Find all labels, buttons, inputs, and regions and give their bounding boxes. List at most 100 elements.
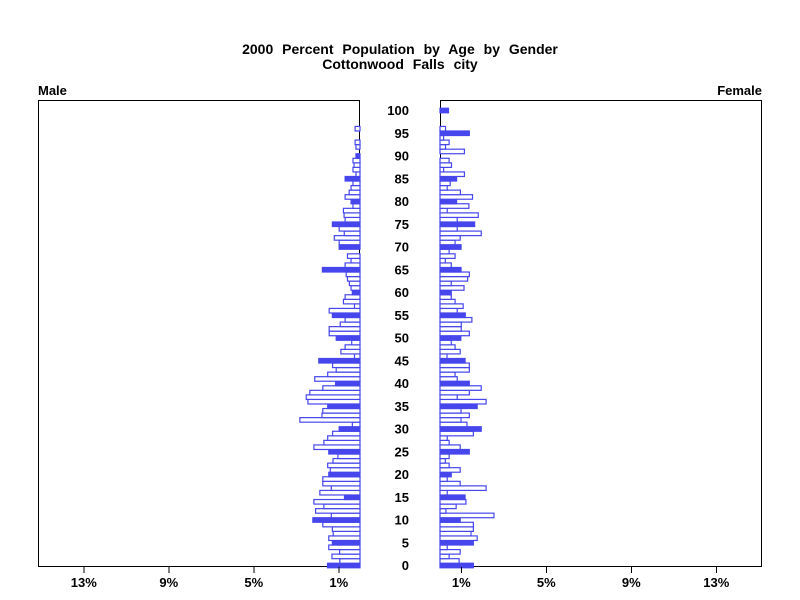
age-tick-label-50: 50 [395,331,409,346]
bar-male-age-16 [319,489,361,496]
bar-male-age-6 [328,535,361,542]
bar-female-age-2 [439,553,450,560]
bar-male-age-42 [327,371,361,378]
bar-female-age-79 [439,203,470,209]
bar-male-age-1 [339,558,361,564]
bar-female-age-29 [439,430,474,437]
bar-female-age-12 [439,508,447,514]
bar-female-age-65 [439,266,462,273]
bar-female-age-68 [439,253,456,259]
bar-female-age-84 [439,180,451,187]
bar-female-age-67 [439,257,446,264]
female-plot-box [440,100,762,567]
bar-male-age-3 [339,548,361,555]
bar-male-age-8 [331,526,361,532]
bar-male-age-50 [335,335,361,341]
bar-male-age-37 [305,394,361,401]
bar-female-age-52 [439,326,462,332]
bar-male-age-51 [328,330,361,337]
bar-male-age-54 [344,316,361,323]
bar-female-age-4 [439,544,448,551]
bar-male-age-10 [312,517,361,523]
bar-female-age-46 [439,353,448,360]
bar-female-age-47 [439,348,461,355]
bar-male-age-86 [355,171,361,178]
age-tick-label-20: 20 [395,467,409,482]
bar-female-age-57 [439,303,464,310]
bar-female-age-55 [439,312,466,319]
bar-male-age-61 [350,285,361,291]
bar-male-age-83 [350,184,361,191]
bar-male-age-90 [355,153,361,159]
bar-male-age-92 [355,144,361,150]
bar-male-age-7 [332,530,361,537]
bar-male-age-22 [327,462,361,469]
bar-female-age-18 [439,480,461,487]
bar-male-age-36 [307,398,361,405]
bar-female-age-73 [439,230,482,237]
bar-male-age-0 [326,562,361,569]
bar-male-age-4 [328,544,361,551]
age-tick-label-95: 95 [395,126,409,141]
bar-female-age-75 [439,221,476,228]
bar-female-age-5 [439,539,474,546]
bar-female-age-50 [439,335,462,341]
bar-male-age-88 [353,162,361,168]
bar-male-age-12 [314,508,361,514]
bar-female-age-85 [439,175,458,182]
bar-female-age-36 [439,398,487,405]
bar-female-age-91 [439,148,466,155]
bar-female-age-20 [439,471,452,478]
age-tick-label-45: 45 [395,353,409,368]
bar-male-age-48 [344,344,361,350]
bar-female-age-34 [439,407,462,414]
bar-male-age-53 [339,321,361,328]
bar-female-age-63 [439,275,469,282]
bar-male-age-55 [331,312,361,319]
bar-female-age-31 [439,421,468,428]
bar-male-age-34 [322,407,361,414]
age-tick-label-25: 25 [395,444,409,459]
bar-female-age-10 [439,517,461,523]
bar-female-age-96 [439,125,447,132]
bar-female-age-72 [439,235,461,241]
bar-male-age-79 [352,203,361,209]
bar-female-age-66 [439,262,452,269]
age-tick-label-75: 75 [395,217,409,232]
bar-female-age-93 [439,139,450,146]
bar-female-age-82 [439,189,461,196]
bar-female-age-17 [439,485,487,492]
bar-female-age-11 [439,512,495,519]
age-tick-label-65: 65 [395,262,409,277]
bar-male-age-77 [343,212,361,219]
age-tick-label-90: 90 [395,149,409,164]
bar-male-age-20 [328,471,361,478]
bar-female-age-16 [439,489,448,496]
bar-male-age-45 [318,357,361,364]
bar-female-age-76 [439,216,458,223]
bar-female-age-81 [439,194,474,200]
bar-male-age-11 [330,512,361,519]
age-tick-label-80: 80 [395,194,409,209]
bar-male-age-17 [330,485,361,492]
bar-female-age-49 [439,339,452,346]
bar-female-age-25 [439,448,470,455]
bar-female-age-40 [439,380,470,387]
bar-male-age-21 [329,467,361,473]
bar-male-age-35 [327,403,361,410]
bar-male-age-75 [331,221,361,228]
age-tick-label-100: 100 [387,103,409,118]
bar-male-age-78 [342,207,361,214]
age-tick-label-40: 40 [395,376,409,391]
bar-male-age-57 [353,303,361,310]
bar-male-age-43 [335,366,361,373]
bar-female-age-58 [439,298,456,305]
bar-female-age-86 [439,171,466,178]
age-tick-label-5: 5 [402,535,409,550]
bar-female-age-80 [439,198,458,205]
bar-female-age-38 [439,389,470,396]
bar-male-age-64 [345,271,361,278]
female-x-tick-label-13%: 13% [703,575,729,590]
bar-female-age-33 [439,412,470,419]
bar-male-age-70 [338,244,361,250]
